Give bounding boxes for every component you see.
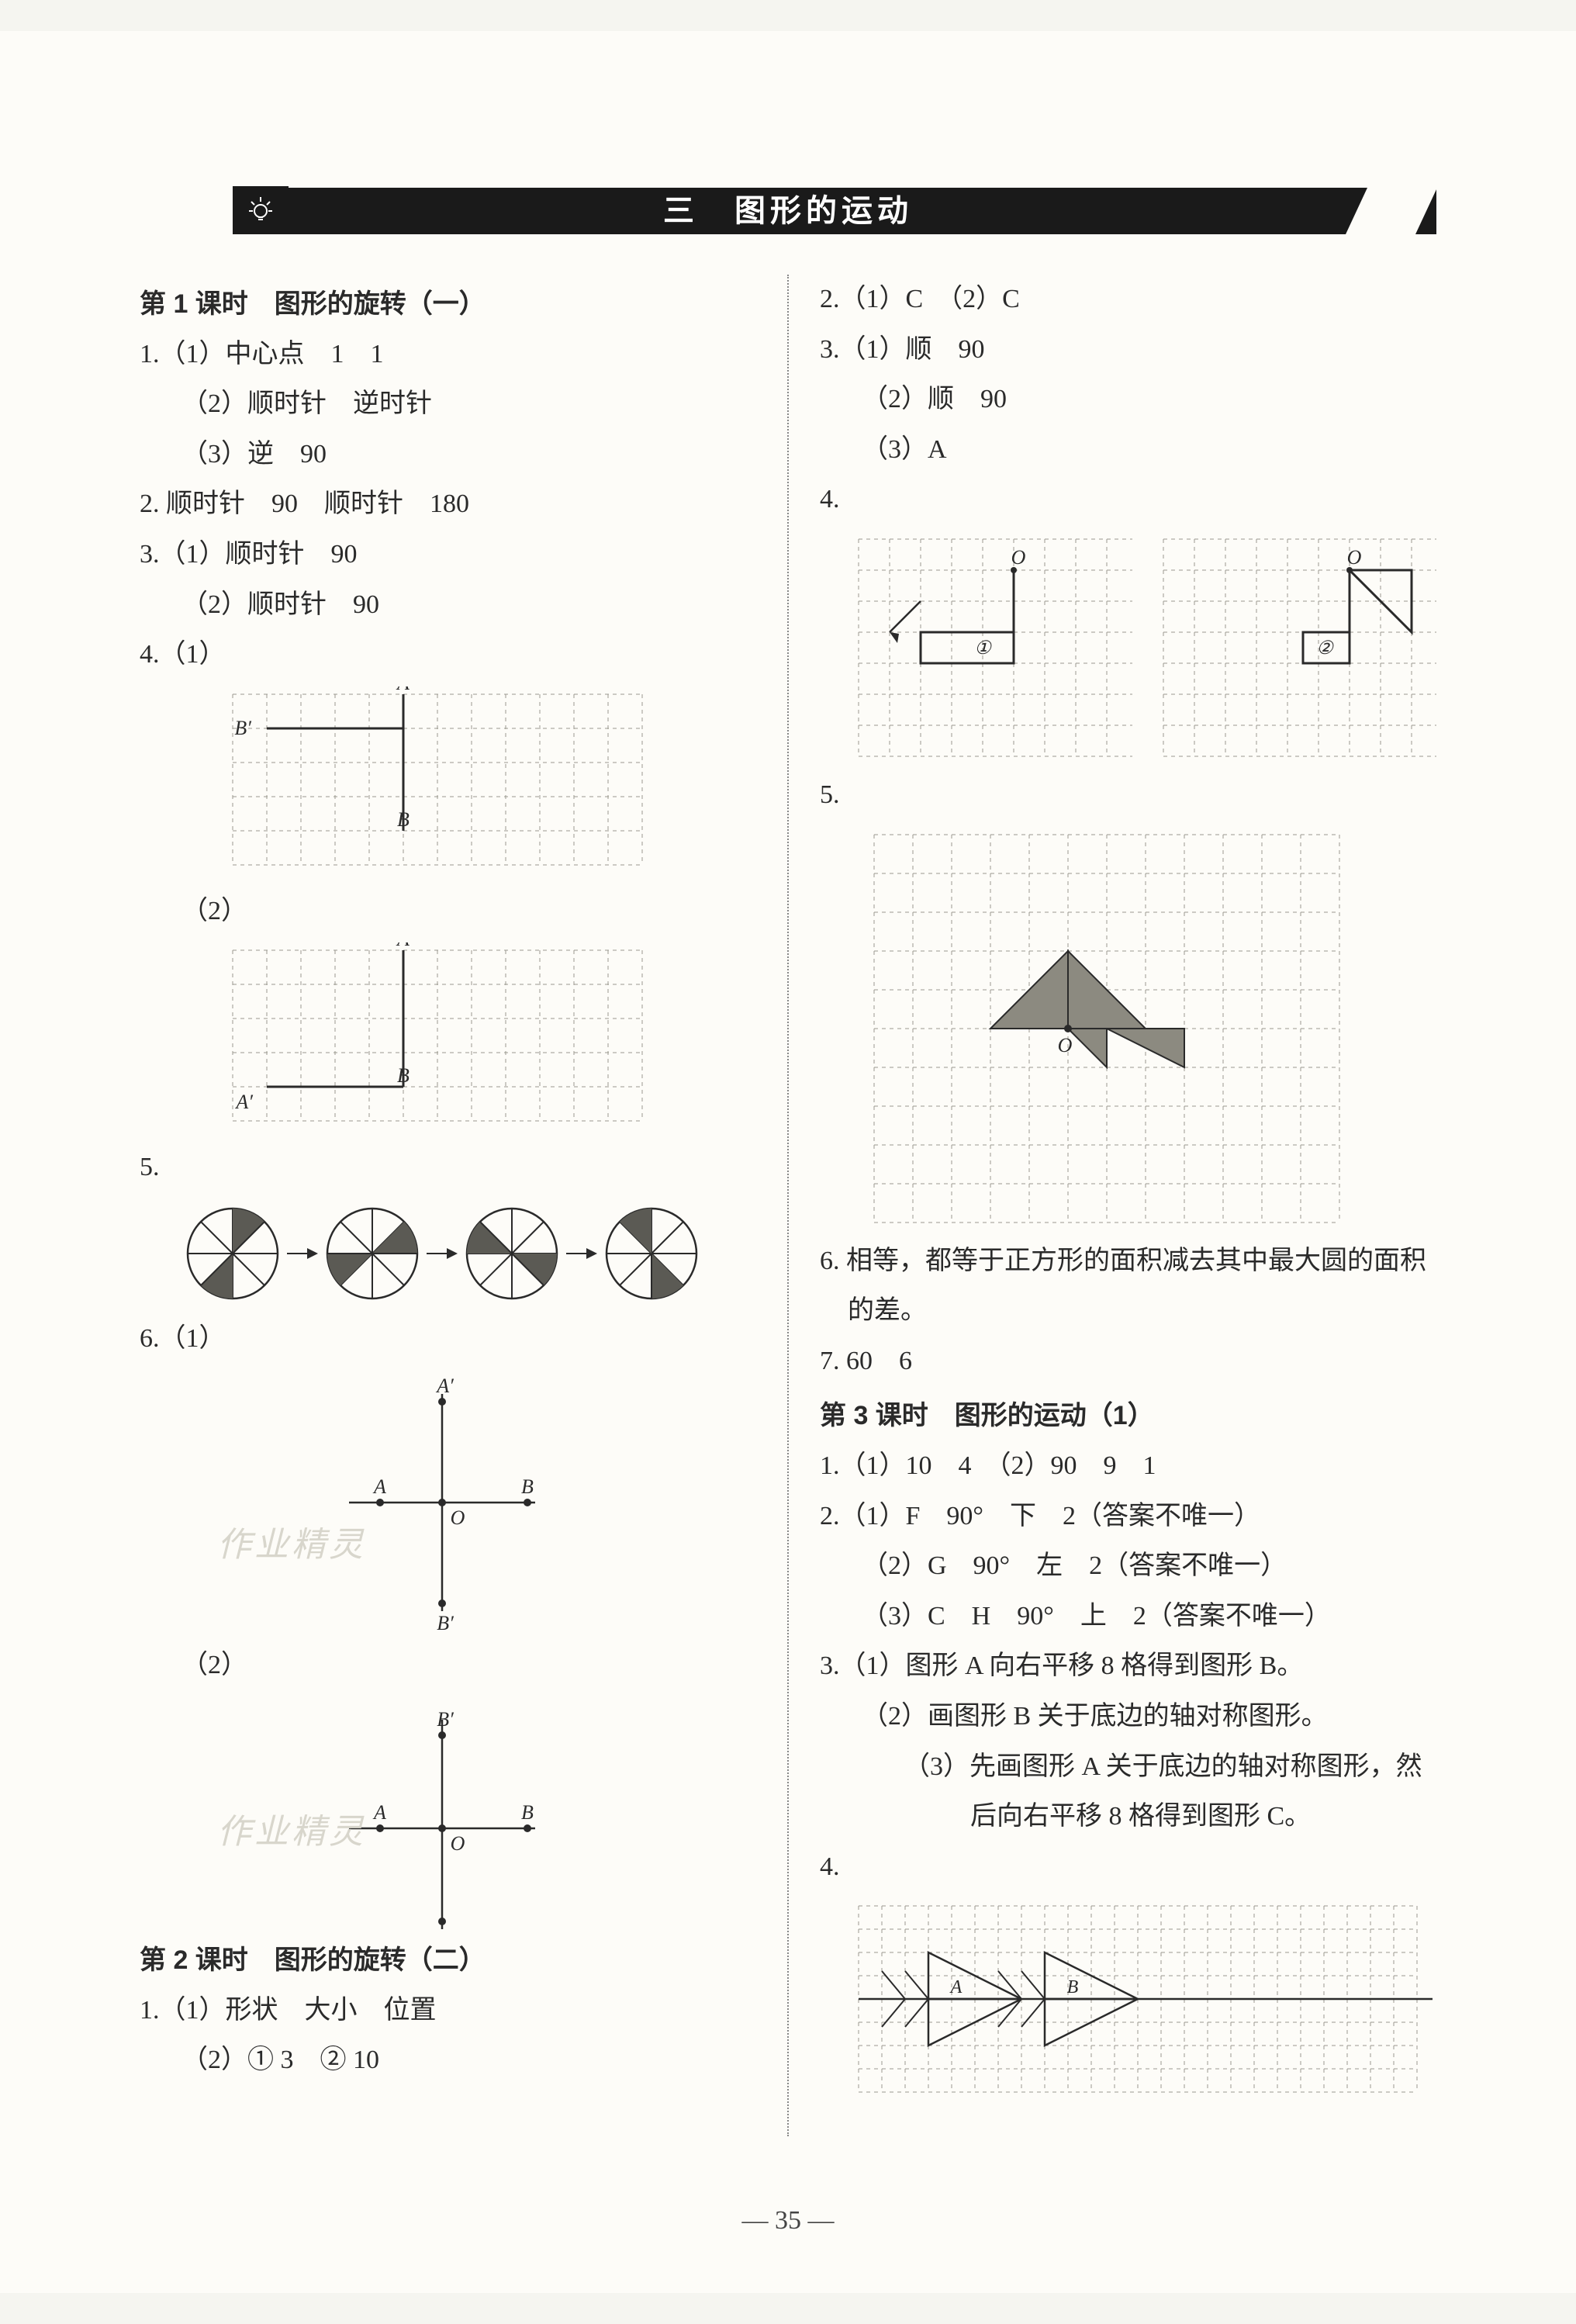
s1-q6-1-label: 6.（1） — [140, 1314, 756, 1364]
svg-text:B: B — [521, 1801, 534, 1824]
s1-q2: 2. 顺时针 90 顺时针 180 — [140, 479, 756, 530]
right-column: 2.（1）C （2）C 3.（1）顺 90 （2）顺 90 （3）A 4. O①… — [820, 275, 1436, 2136]
s1-q5-label: 5. — [140, 1143, 756, 1193]
grid1-svg: A B B′ — [225, 686, 659, 880]
r-q5-label: 5. — [820, 770, 1436, 821]
chapter-title: 三 图形的运动 — [140, 188, 1436, 234]
cross1-svg: A B O A′ B′ — [302, 1371, 582, 1634]
svg-text:①: ① — [974, 638, 992, 659]
page-number: — 35 — — [0, 2196, 1576, 2246]
figure-cross-1: A B O A′ B′ — [302, 1371, 756, 1634]
section2-title: 第 2 课时 图形的旋转（二） — [140, 1935, 756, 1986]
figure-r-q4: O① O② — [851, 531, 1436, 764]
figure-grid-4-1: A B B′ — [225, 686, 756, 880]
svg-text:B: B — [1067, 1977, 1079, 1997]
grid5-svg: O — [866, 827, 1347, 1230]
r-q6: 6. 相等，都等于正方形的面积减去其中最大圆的面积的差。 — [820, 1236, 1436, 1337]
svg-text:O: O — [1346, 546, 1361, 569]
q4-1-text: 4.（1） — [140, 640, 226, 669]
columns: 第 1 课时 图形的旋转（一） 1.（1）中心点 1 1 （2）顺时针 逆时针 … — [140, 275, 1436, 2136]
grids34-svg: aAB — [851, 1898, 1440, 2108]
s3-q2-2: （2）G 90° 左 2（答案不唯一） — [820, 1541, 1436, 1592]
r-q4-label: 4. — [820, 475, 1436, 525]
figure-s3-q4: aAB — [851, 1898, 1436, 2108]
s3-q3-3: （3）先画图形 A 关于底边的轴对称图形，然后向右平移 8 格得到图形 C。 — [820, 1742, 1436, 1842]
svg-text:A: A — [396, 686, 410, 694]
svg-text:O: O — [451, 1506, 465, 1529]
s3-q2-3: （3）C H 90° 上 2（答案不唯一） — [820, 1592, 1436, 1642]
svg-text:②: ② — [1316, 638, 1334, 659]
svg-text:B: B — [521, 1475, 534, 1498]
s1-q6-2-label: （2） — [140, 1641, 756, 1691]
grid4b-svg: O② — [1156, 531, 1437, 764]
svg-text:A: A — [372, 1475, 386, 1498]
section1-title: 第 1 课时 图形的旋转（一） — [140, 279, 756, 330]
s1-q1-1: 1.（1）中心点 1 1 — [140, 330, 756, 380]
svg-text:A′: A′ — [435, 1375, 454, 1397]
s2-q1-1: 1.（1）形状 大小 位置 — [140, 1986, 756, 2036]
svg-text:O: O — [451, 1832, 465, 1855]
svg-text:O: O — [1058, 1034, 1073, 1057]
chapter-banner: 三 图形的运动 — [140, 186, 1436, 236]
svg-text:B: B — [397, 1064, 410, 1087]
svg-text:B′: B′ — [437, 1708, 454, 1731]
s1-q4-2-label: （2） — [140, 887, 756, 937]
wheels-svg — [171, 1199, 729, 1308]
chapter-name: 图形的运动 — [734, 194, 913, 228]
r-q3-3: （3）A — [820, 425, 1436, 476]
r-q2: 2.（1）C （2）C — [820, 275, 1436, 325]
svg-text:B: B — [397, 808, 410, 831]
s1-q1-2: （2）顺时针 逆时针 — [140, 379, 756, 430]
s3-q1: 1.（1）10 4 （2）90 9 1 — [820, 1441, 1436, 1492]
grid4a-svg: O① — [851, 531, 1132, 764]
column-divider — [787, 275, 789, 2136]
page: 三 图形的运动 第 1 课时 图形的旋转（一） 1.（1）中心点 1 1 （2）… — [0, 31, 1576, 2293]
s3-q2-1: 2.（1）F 90° 下 2（答案不唯一） — [820, 1492, 1436, 1542]
s3-q3-1: 3.（1）图形 A 向右平移 8 格得到图形 B。 — [820, 1641, 1436, 1692]
cross2-svg: ABOA′B′ — [302, 1696, 582, 1929]
figure-grid-4-2: A B A′ — [225, 942, 756, 1136]
chapter-number: 三 — [663, 194, 699, 228]
figure-cross-2: ABOA′B′ — [302, 1696, 756, 1929]
s1-q3-2: （2）顺时针 90 — [140, 580, 756, 631]
svg-text:A: A — [372, 1801, 386, 1824]
svg-text:O: O — [1011, 546, 1026, 569]
s1-q4-1-label: 4.（1） — [140, 630, 756, 680]
svg-text:B′: B′ — [234, 717, 251, 739]
s3-q3-2: （2）画图形 B 关于底边的轴对称图形。 — [820, 1692, 1436, 1742]
grid2-svg: A B A′ — [225, 942, 659, 1136]
svg-text:A: A — [396, 942, 410, 950]
s2-q1-2: （2）① 3 ② 10 — [140, 2035, 756, 2086]
svg-text:A: A — [949, 1977, 963, 1997]
r-q3-2: （2）顺 90 — [820, 375, 1436, 425]
r-q3-1: 3.（1）顺 90 — [820, 325, 1436, 375]
figure-r-q5: O — [866, 827, 1436, 1230]
svg-text:A′: A′ — [234, 1091, 253, 1113]
s3-q4-label: 4. — [820, 1842, 1436, 1893]
figure-wheels — [171, 1199, 756, 1308]
left-column: 第 1 课时 图形的旋转（一） 1.（1）中心点 1 1 （2）顺时针 逆时针 … — [140, 275, 756, 2136]
s1-q3-1: 3.（1）顺时针 90 — [140, 530, 756, 580]
section3-title: 第 3 课时 图形的运动（1） — [820, 1391, 1436, 1441]
s1-q1-3: （3）逆 90 — [140, 430, 756, 480]
svg-text:B′: B′ — [437, 1612, 454, 1634]
r-q7: 7. 60 6 — [820, 1337, 1436, 1387]
